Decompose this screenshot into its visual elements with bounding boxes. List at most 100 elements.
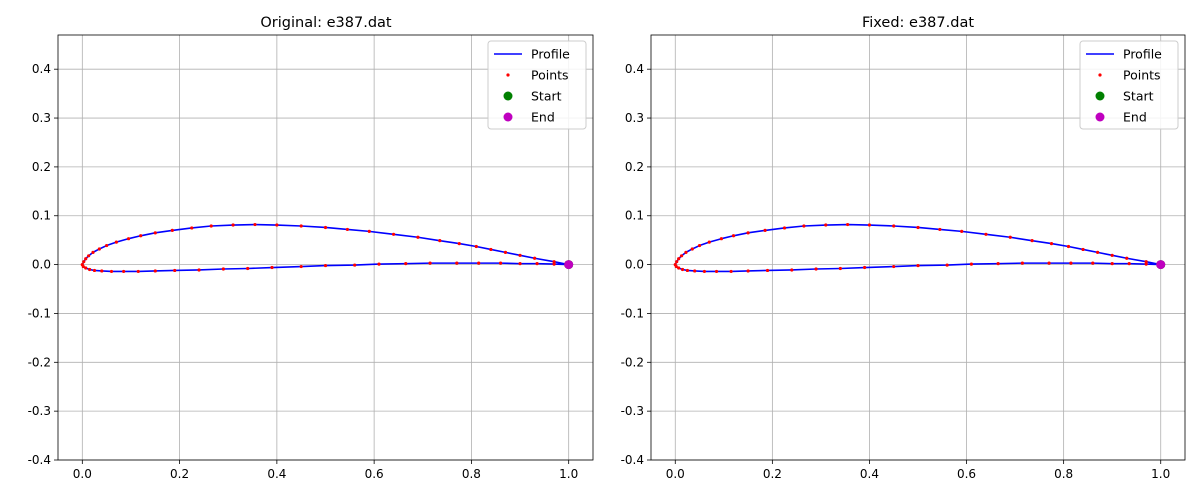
data-point [231, 223, 235, 227]
data-point [190, 226, 194, 230]
y-tick-label: 0.1 [32, 209, 51, 223]
data-point [114, 240, 118, 244]
data-point [677, 266, 681, 270]
data-point [84, 266, 88, 270]
x-tick-label: 0.8 [1054, 467, 1073, 481]
chart-original: Original: e387.dat 0.0 0.2 0.4 0.6 0.8 1.0 -0.… [28, 15, 594, 481]
legend-points-swatch [1098, 73, 1102, 77]
legend-label: Start [531, 89, 562, 104]
legend-end-swatch [1095, 112, 1105, 122]
x-tick-label: 0.2 [170, 467, 189, 481]
data-point [1030, 239, 1034, 243]
legend-label: Profile [1123, 47, 1162, 62]
y-tick-label: 0.2 [625, 160, 644, 174]
data-point [87, 254, 91, 258]
data-point [552, 262, 556, 266]
data-point [1069, 261, 1073, 265]
data-point [996, 262, 1000, 266]
data-point [679, 254, 684, 258]
data-point [498, 261, 503, 265]
profile-points [673, 222, 1163, 274]
data-point [892, 224, 896, 228]
data-point [367, 229, 371, 233]
data-point [674, 264, 678, 269]
data-point [136, 269, 140, 274]
x-tick-label: 1.0 [1151, 467, 1170, 481]
data-point [275, 223, 279, 227]
data-point [729, 269, 733, 274]
legend-label: Profile [531, 47, 570, 62]
data-point [1110, 262, 1114, 266]
legend-end-swatch [503, 112, 513, 122]
data-point [323, 225, 328, 230]
data-point [814, 267, 818, 271]
data-point [1144, 260, 1148, 264]
data-point [916, 225, 920, 230]
data-point [1110, 253, 1114, 257]
data-point [477, 261, 481, 265]
data-point [690, 247, 694, 251]
data-point [97, 247, 101, 251]
ticks: 0.0 0.2 0.4 0.6 0.8 1.0 -0.4 -0.3 -0.2 -0.1 0.0 0.1… [621, 62, 1171, 481]
data-point [719, 237, 723, 241]
data-point [533, 256, 537, 260]
chart-fixed: Fixed: e387.dat 0.0 0.2 0.4 0.6 0.8 1.0 -0.4 -0… [621, 15, 1186, 481]
data-point [474, 244, 478, 249]
data-point [746, 231, 750, 235]
data-point [209, 224, 213, 228]
y-tick-label: -0.4 [621, 453, 644, 467]
y-tick-label: 0.4 [625, 62, 644, 76]
data-point [675, 260, 679, 264]
data-point [1049, 241, 1054, 246]
data-point [693, 269, 697, 273]
data-point [299, 264, 303, 269]
data-point [1020, 261, 1024, 265]
data-point [1066, 244, 1071, 249]
data-point [457, 241, 461, 246]
y-tick-label: -0.4 [28, 453, 51, 467]
data-point [1047, 261, 1051, 265]
legend-box [1079, 40, 1179, 130]
data-point [438, 239, 442, 243]
data-point [1125, 256, 1129, 260]
data-point [846, 222, 850, 227]
data-point [685, 268, 690, 273]
data-point [253, 222, 257, 227]
data-point [270, 265, 274, 270]
data-point [1081, 247, 1085, 252]
data-point [824, 223, 828, 227]
data-point [126, 237, 131, 241]
data-point [697, 243, 702, 248]
data-point [428, 261, 432, 265]
data-point [1127, 262, 1131, 266]
data-point [945, 263, 949, 267]
y-tick-label: 0.1 [625, 209, 644, 223]
legend-points-swatch [506, 73, 510, 77]
data-point [969, 262, 974, 266]
chart-title: Fixed: e387.dat [862, 15, 974, 31]
data-point [122, 269, 126, 274]
data-point [763, 228, 767, 233]
data-point [838, 266, 842, 271]
x-tick-label: 0.6 [365, 467, 384, 481]
data-point [731, 234, 736, 238]
y-tick-label: -0.3 [621, 404, 644, 418]
data-point [892, 264, 896, 269]
data-point [702, 269, 707, 274]
x-tick-label: 0.2 [763, 467, 782, 481]
data-point [92, 268, 97, 273]
profile-points [80, 222, 571, 274]
y-tick-label: 0.0 [625, 258, 644, 272]
data-point [503, 250, 508, 254]
data-point [684, 250, 688, 254]
data-point [1144, 262, 1148, 266]
legend: Profile Points Start End [487, 40, 587, 130]
legend-start-swatch [503, 91, 513, 101]
x-tick-label: 0.6 [957, 467, 976, 481]
chart-title: Original: e387.dat [260, 15, 392, 31]
legend-label: Start [1123, 89, 1154, 104]
legend-label: Points [531, 68, 569, 83]
data-point [960, 229, 964, 233]
x-tick-label: 1.0 [559, 467, 578, 481]
